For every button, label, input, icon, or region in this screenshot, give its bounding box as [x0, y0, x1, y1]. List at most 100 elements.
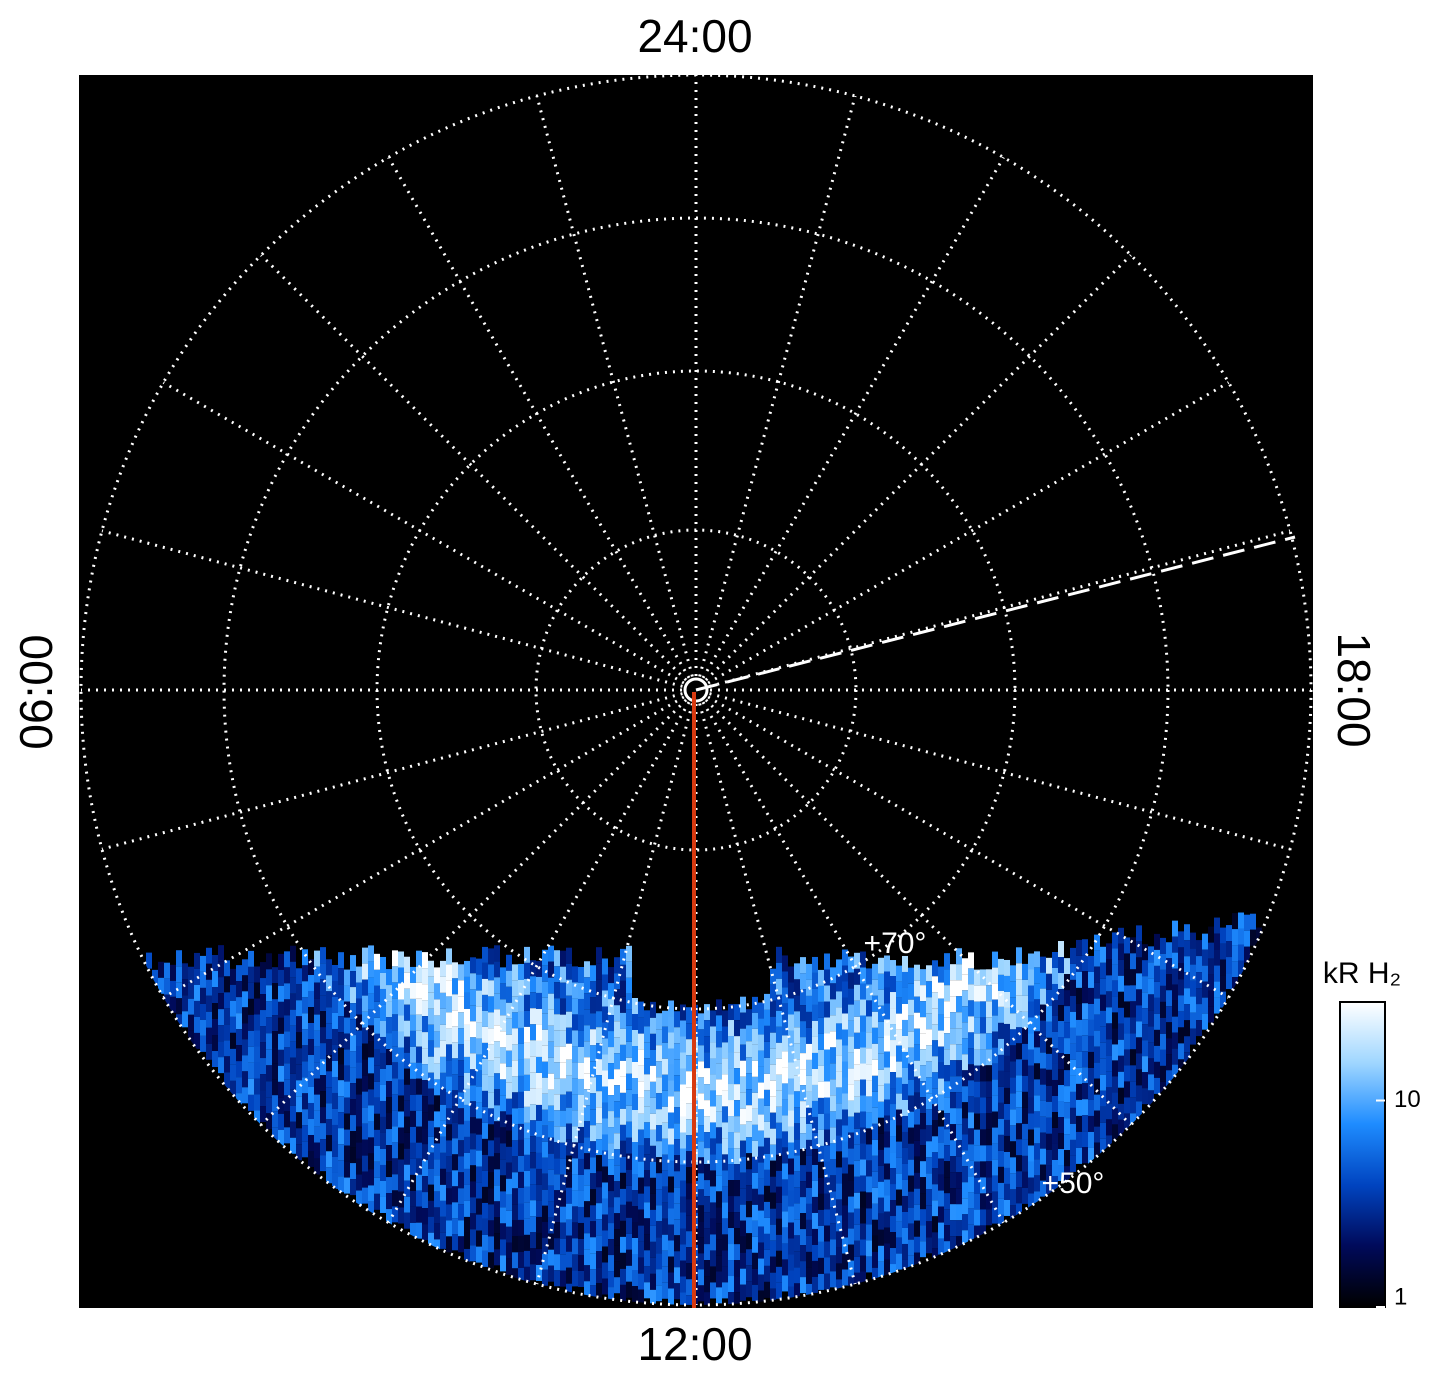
aurora-pixel: [632, 1286, 638, 1303]
aurora-pixel: [1010, 1205, 1016, 1222]
aurora-pixel: [620, 1268, 626, 1285]
aurora-pixel: [962, 1214, 968, 1231]
aurora-pixel: [740, 1044, 746, 1061]
aurora-pixel: [1148, 1058, 1154, 1075]
aurora-pixel: [944, 953, 950, 970]
aurora-pixel: [1178, 979, 1184, 996]
aurora-pixel: [350, 1131, 356, 1148]
aurora-pixel: [782, 1083, 788, 1100]
aurora-pixel: [596, 1155, 602, 1172]
aurora-pixel: [1034, 1015, 1040, 1032]
aurora-pixel: [506, 1194, 512, 1211]
aurora-pixel: [632, 1238, 638, 1255]
aurora-pixel: [1052, 1111, 1058, 1128]
aurora-pixel: [1016, 995, 1022, 1012]
aurora-pixel: [260, 994, 266, 1011]
aurora-pixel: [704, 1260, 710, 1277]
aurora-pixel: [614, 1181, 620, 1198]
aurora-pixel: [752, 1284, 758, 1301]
aurora-pixel: [1070, 1011, 1076, 1028]
aurora-pixel: [404, 1100, 410, 1117]
aurora-pixel: [548, 1025, 554, 1042]
aurora-pixel: [1106, 1087, 1112, 1104]
aurora-pixel: [1166, 974, 1172, 991]
aurora-pixel: [1004, 1199, 1010, 1216]
aurora-pixel: [572, 1078, 578, 1095]
aurora-pixel: [1118, 1055, 1124, 1072]
aurora-pixel: [854, 1080, 860, 1097]
aurora-pixel: [506, 954, 512, 971]
aurora-pixel: [290, 1009, 296, 1026]
aurora-pixel: [356, 1046, 362, 1063]
aurora-pixel: [698, 1205, 704, 1222]
aurora-pixel: [272, 1047, 278, 1064]
aurora-pixel: [782, 1243, 788, 1260]
aurora-pixel: [578, 1222, 584, 1239]
aurora-pixel: [218, 977, 224, 994]
aurora-pixel: [860, 1159, 866, 1176]
aurora-pixel: [596, 963, 602, 980]
aurora-pixel: [1184, 1052, 1190, 1069]
aurora-pixel: [962, 1150, 968, 1167]
aurora-pixel: [1070, 995, 1076, 1012]
aurora-pixel: [884, 1131, 890, 1148]
aurora-pixel: [926, 1029, 932, 1046]
aurora-pixel: [728, 1052, 734, 1069]
aurora-pixel: [626, 1089, 632, 1106]
aurora-pixel: [440, 1152, 446, 1169]
aurora-pixel: [218, 1057, 224, 1074]
aurora-pixel: [1172, 968, 1178, 985]
aurora-pixel: [890, 1200, 896, 1217]
aurora-pixel: [278, 1033, 284, 1050]
aurora-pixel: [1016, 1091, 1022, 1108]
aurora-pixel: [560, 1046, 566, 1063]
aurora-pixel: [944, 1049, 950, 1066]
aurora-pixel: [668, 1096, 674, 1113]
aurora-pixel: [590, 1109, 596, 1126]
aurora-pixel: [860, 1175, 866, 1192]
aurora-pixel: [434, 1159, 440, 1176]
aurora-pixel: [974, 1225, 980, 1242]
aurora-pixel: [1016, 1187, 1022, 1204]
aurora-pixel: [1058, 1101, 1064, 1118]
aurora-pixel: [254, 1030, 260, 1047]
aurora-pixel: [1070, 1059, 1076, 1076]
aurora-pixel: [1094, 1062, 1100, 1079]
aurora-pixel: [572, 1206, 578, 1223]
aurora-pixel: [632, 1190, 638, 1207]
aurora-pixel: [1082, 955, 1088, 972]
aurora-pixel: [932, 1024, 938, 1041]
aurora-pixel: [506, 1114, 512, 1131]
aurora-pixel: [854, 984, 860, 1001]
aurora-pixel: [242, 1023, 248, 1040]
aurora-pixel: [1178, 931, 1184, 948]
aurora-pixel: [872, 1011, 878, 1028]
aurora-pixel: [584, 1185, 590, 1202]
aurora-pixel: [746, 1073, 752, 1090]
aurora-pixel: [320, 979, 326, 996]
aurora-pixel: [1106, 1055, 1112, 1072]
aurora-pixel: [632, 1174, 638, 1191]
aurora-pixel: [536, 1120, 542, 1137]
aurora-pixel: [1088, 1083, 1094, 1100]
aurora-pixel: [632, 1126, 638, 1143]
aurora-pixel: [392, 1110, 398, 1127]
aurora-pixel: [1208, 1006, 1214, 1023]
aurora-pixel: [1100, 962, 1106, 979]
aurora-pixel: [812, 1148, 818, 1165]
aurora-pixel: [1076, 1051, 1082, 1068]
aurora-pixel: [464, 1008, 470, 1025]
aurora-pixel: [608, 1271, 614, 1288]
aurora-pixel: [806, 1235, 812, 1252]
aurora-pixel: [440, 976, 446, 993]
aurora-pixel: [554, 998, 560, 1015]
aurora-pixel: [944, 1017, 950, 1034]
aurora-pixel: [608, 1031, 614, 1048]
aurora-pixel: [1034, 983, 1040, 1000]
aurora-pixel: [518, 1219, 524, 1236]
aurora-pixel: [890, 1168, 896, 1185]
aurora-pixel: [368, 1009, 374, 1026]
aurora-pixel: [746, 1201, 752, 1218]
aurora-pixel: [188, 998, 194, 1015]
aurora-pixel: [470, 1053, 476, 1070]
